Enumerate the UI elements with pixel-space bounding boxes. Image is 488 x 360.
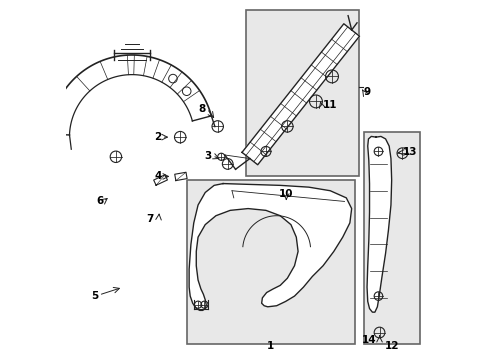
Polygon shape xyxy=(153,175,167,185)
Text: 7: 7 xyxy=(146,214,153,224)
Polygon shape xyxy=(189,184,351,310)
Bar xyxy=(246,10,358,176)
Bar xyxy=(187,180,354,344)
Polygon shape xyxy=(366,136,391,312)
Text: 11: 11 xyxy=(322,100,336,110)
Text: 4: 4 xyxy=(154,171,162,181)
Text: 12: 12 xyxy=(384,341,398,351)
Text: 9: 9 xyxy=(363,87,369,98)
Text: 3: 3 xyxy=(204,151,211,161)
Text: 13: 13 xyxy=(402,148,417,157)
Polygon shape xyxy=(174,172,187,181)
Text: 14: 14 xyxy=(361,335,375,345)
Text: 8: 8 xyxy=(198,104,205,114)
Text: 6: 6 xyxy=(96,197,103,206)
Text: 10: 10 xyxy=(279,189,293,199)
Bar xyxy=(364,132,419,344)
Text: 1: 1 xyxy=(266,341,273,351)
Text: 2: 2 xyxy=(154,132,162,142)
Polygon shape xyxy=(50,55,211,135)
Polygon shape xyxy=(242,24,359,165)
Text: 5: 5 xyxy=(91,291,98,301)
